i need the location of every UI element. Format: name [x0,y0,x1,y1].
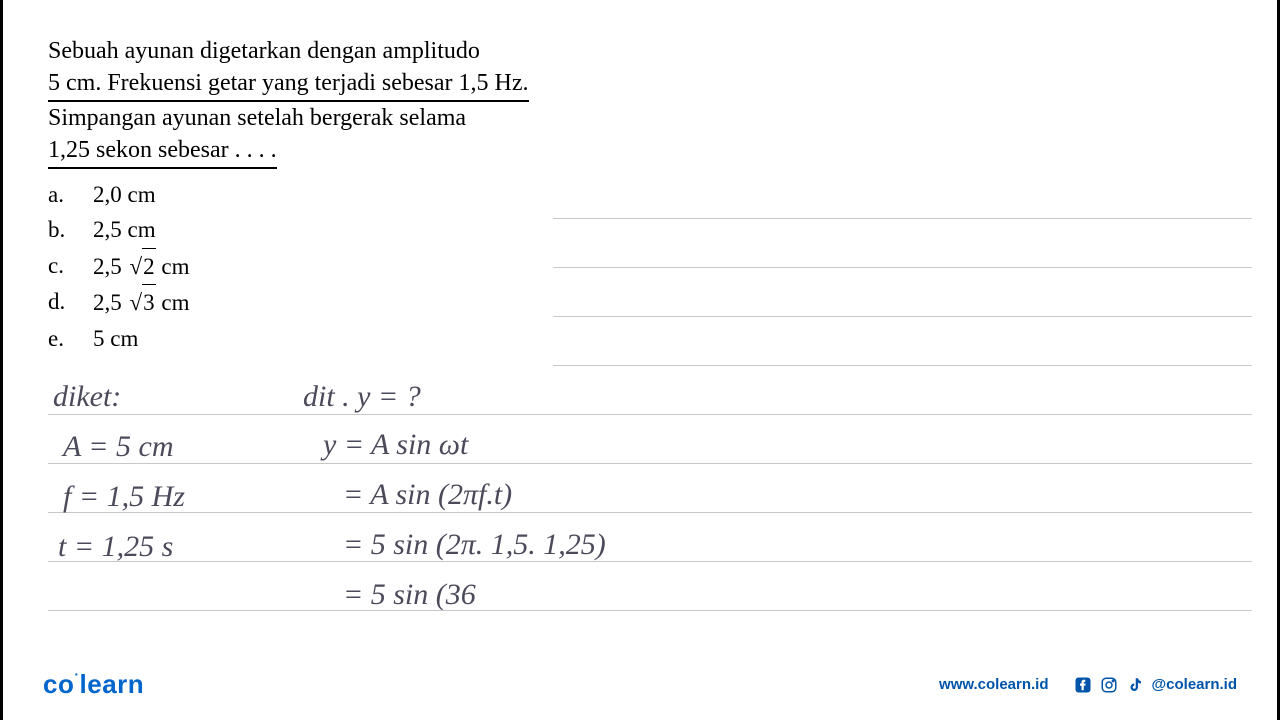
question-block: Sebuah ayunan digetarkan dengan amplitud… [48,35,598,169]
hw-dit: dit . y = ? [303,380,421,414]
question-line2: 5 cm. Frekuensi getar yang terjadi sebes… [48,67,529,101]
hw-eq2: = A sin (2πf.t) [343,478,512,512]
social-block: @colearn.id [1074,676,1237,694]
hw-diket: diket: [53,380,121,414]
hw-A: A = 5 cm [63,430,174,464]
hw-t: t = 1,25 s [58,530,173,564]
hw-eq4: = 5 sin (36 [343,578,476,612]
ruled-background [3,170,1277,611]
hw-eq3: = 5 sin (2π. 1,5. 1,25) [343,528,606,562]
instagram-icon [1100,676,1118,694]
website-url: www.colearn.id [939,676,1048,693]
tiktok-icon [1126,676,1144,694]
sqrt-icon: 3 [128,284,156,321]
question-line4: 1,25 sekon sebesar . . . . [48,134,277,168]
footer-right: www.colearn.id @colearn.id [939,676,1237,694]
facebook-icon [1074,676,1092,694]
hw-eq1: y = A sin ωt [323,428,468,462]
question-line3: Simpangan ayunan setelah bergerak selama [48,102,598,134]
social-handle: @colearn.id [1152,676,1237,693]
question-line1: Sebuah ayunan digetarkan dengan amplitud… [48,35,598,67]
sqrt-icon: 2 [128,248,156,285]
hw-f: f = 1,5 Hz [63,480,185,514]
footer: co·learn www.colearn.id @colearn.id [3,669,1277,700]
logo: co·learn [43,669,144,700]
